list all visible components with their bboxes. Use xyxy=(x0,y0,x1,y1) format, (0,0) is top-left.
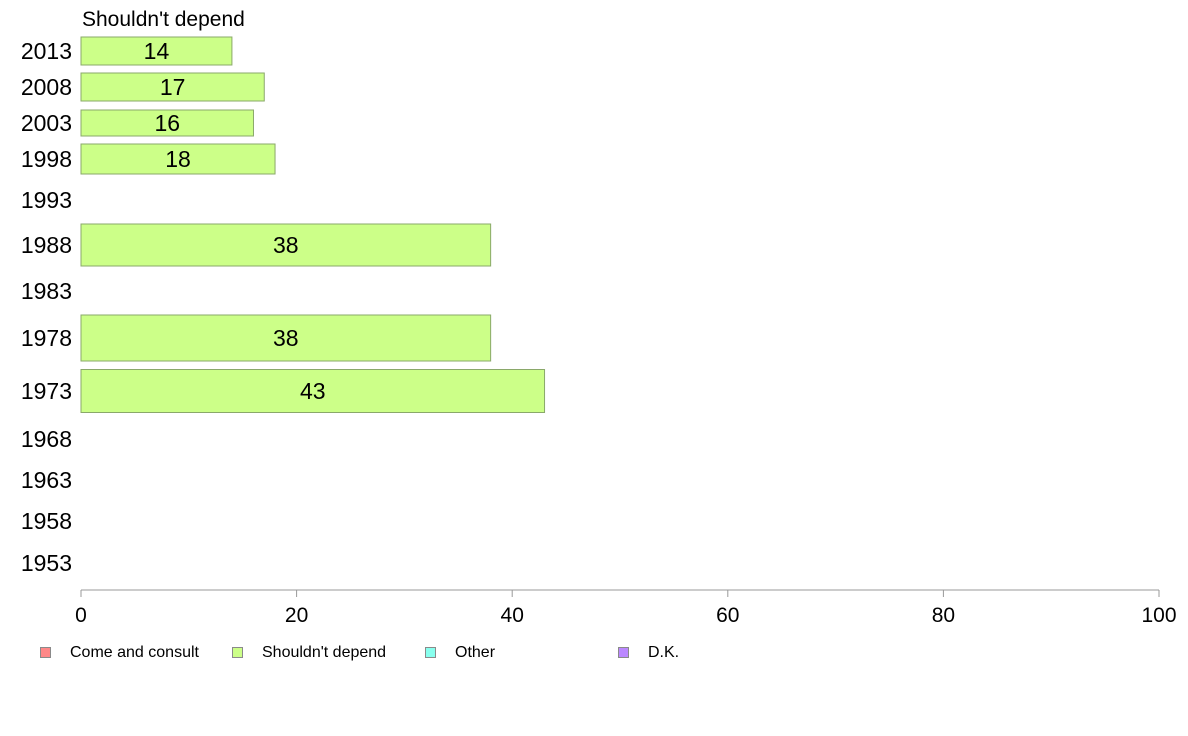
data-label-1973: 43 xyxy=(300,378,326,404)
x-tick-label-80: 80 xyxy=(932,604,955,627)
data-label-1978: 38 xyxy=(273,325,299,351)
y-tick-label-1963: 1963 xyxy=(21,467,72,493)
y-tick-label-1993: 1993 xyxy=(21,187,72,213)
y-tick-label-2003: 2003 xyxy=(21,110,72,136)
y-tick-label-1968: 1968 xyxy=(21,426,72,452)
x-tick-label-0: 0 xyxy=(75,604,87,627)
legend-swatch xyxy=(618,647,629,658)
y-tick-label-1958: 1958 xyxy=(21,508,72,534)
bar-1973 xyxy=(80,369,546,413)
x-tick-label-100: 100 xyxy=(1141,604,1176,627)
x-tick-label-60: 60 xyxy=(716,604,739,627)
legend-label: D.K. xyxy=(648,644,680,661)
data-label-2008: 17 xyxy=(160,74,186,100)
chart-title: Shouldn't depend xyxy=(82,8,245,31)
data-label-1998: 18 xyxy=(165,146,191,172)
y-tick-label-1988: 1988 xyxy=(21,232,72,258)
legend-swatch xyxy=(425,647,436,658)
bars-group: 14 17 16 18 38 38 43 xyxy=(80,36,546,413)
bar-2003 xyxy=(80,109,254,137)
data-label-1988: 38 xyxy=(273,232,299,258)
bar-2013 xyxy=(80,36,233,66)
y-tick-label-2008: 2008 xyxy=(21,74,72,100)
bar-1978 xyxy=(80,314,492,362)
x-tick-label-20: 20 xyxy=(285,604,308,627)
legend-label: Come and consult xyxy=(70,644,199,661)
data-label-2003: 16 xyxy=(154,110,180,136)
bar-1998 xyxy=(80,143,276,175)
bar-2008 xyxy=(80,72,265,102)
y-tick-label-1983: 1983 xyxy=(21,278,72,304)
y-tick-label-1973: 1973 xyxy=(21,378,72,404)
y-axis-labels: 2013 2008 2003 1998 1993 1988 1983 1978 1973 1968… xyxy=(21,38,72,576)
y-tick-label-1998: 1998 xyxy=(21,146,72,172)
legend-swatch xyxy=(232,647,243,658)
y-tick-label-1953: 1953 xyxy=(21,550,72,576)
legend-label: Shouldn't depend xyxy=(262,644,387,661)
legend: Come and consult Shouldn't depend Other … xyxy=(40,643,740,663)
x-tick-label-40: 40 xyxy=(501,604,524,627)
bar-1988 xyxy=(80,223,492,267)
data-label-2013: 14 xyxy=(144,38,170,64)
legend-swatch xyxy=(40,647,51,658)
legend-label: Other xyxy=(455,644,496,661)
y-tick-label-1978: 1978 xyxy=(21,325,72,351)
y-tick-label-2013: 2013 xyxy=(21,38,72,64)
x-axis: 0 20 40 60 80 100 xyxy=(75,589,1177,627)
